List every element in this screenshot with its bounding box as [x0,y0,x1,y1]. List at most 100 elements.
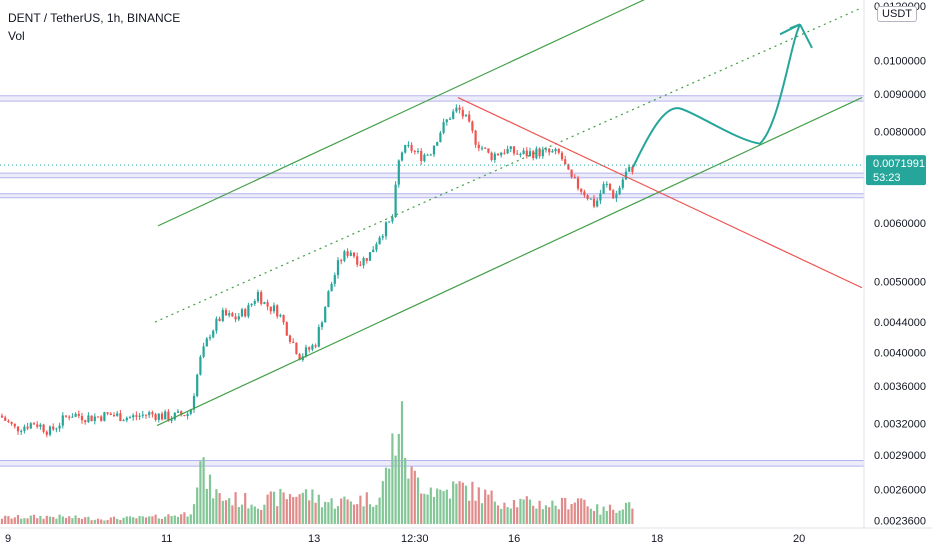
volume-bar [301,492,304,524]
price-axis[interactable]: 0.01200000.01000000.00900000.00800000.00… [874,1,926,528]
volume-bar [180,514,183,524]
volume-bar [282,492,285,524]
candle-body [164,411,167,420]
volume-bar [407,478,410,524]
candle-body [87,415,90,423]
volume-bar [608,504,612,524]
volume-bar [109,517,112,524]
symbol-title[interactable]: DENT / TetherUS, 1h, BINANCE [8,11,181,25]
price-tick-label: 0.0040000 [874,347,926,359]
volume-bar [103,520,106,524]
volume-bar [0,518,4,524]
candle-body [605,183,608,185]
volume-bar [564,497,567,524]
volume-bar [141,516,144,524]
volume-bar [314,502,317,524]
volume-bar [532,505,535,524]
volume-bar [39,515,42,524]
volume-bar [253,506,256,524]
candle-body [436,142,439,146]
candle-body [368,252,372,261]
candle-body [343,251,346,261]
volume-bar [624,502,628,524]
volume-bar [202,457,205,524]
volume-bar [525,496,528,524]
volume-bar [16,515,20,524]
candle-body [256,292,260,302]
volume-bar [132,517,135,524]
candle-body [272,305,276,312]
trend-drawings [0,0,864,427]
channel-upper-line [157,0,645,227]
volume-bar [7,516,10,524]
candle-body [528,151,532,157]
volume-bar [221,500,224,524]
currency-badge[interactable]: USDT [877,6,917,22]
volume-bar [458,481,461,524]
volume-bar [218,493,221,524]
candle-body [192,396,196,410]
volume-bar [551,500,554,524]
volume-bar [45,515,48,524]
candle-body [480,147,484,149]
volume-bar [503,502,506,524]
candle-body [564,159,567,165]
volume-bar [119,520,122,524]
volume-bar [154,514,157,524]
volume-bar [157,518,160,524]
candle-body [295,342,298,355]
candle-body [416,150,420,152]
volume-bar [308,500,311,524]
candle-body [36,424,39,427]
volume-bar [128,516,132,524]
volume-bar [583,499,586,524]
time-axis[interactable]: 9 11 13 12:30 16 18 20 [5,533,805,545]
volume-bar [138,516,141,524]
candle-body [74,413,77,417]
candle-body [471,121,474,131]
candle-body [93,416,96,422]
candle-body [381,236,384,238]
candle-body [464,114,468,117]
candle-body [80,415,84,421]
candle-body [551,151,554,153]
volume-bar [423,493,426,524]
volume-bars [0,401,634,524]
volume-bar [490,490,493,524]
volume-bar [391,433,394,524]
candle-body [512,146,516,154]
volume-bar [64,517,68,524]
candle-body [167,411,170,421]
volume-bar [215,489,218,524]
indicator-label[interactable]: Vol [8,29,25,43]
volume-bar [52,517,55,524]
price-tick-label: 0.0032000 [874,419,926,431]
candle-body [100,416,103,421]
volume-bar [36,518,39,524]
price-tick-label: 0.0036000 [874,381,926,393]
volume-bar [276,506,279,524]
projection-tail [799,23,813,49]
volume-bar [535,508,538,524]
candle-body [576,178,580,189]
candle-body [29,423,32,429]
resistance-zones [0,95,864,467]
candle-body [202,346,205,357]
candle-body [365,258,368,261]
volume-bar [55,518,58,524]
candle-body [240,309,244,317]
volume-bar [330,498,333,524]
volume-bar [346,499,349,524]
candle-body [247,305,250,317]
volume-bar [279,488,282,524]
volume-bar [381,481,384,524]
volume-bar [586,506,589,524]
candle-body [141,414,144,416]
price-tick-label: 0.0100000 [874,55,926,67]
volume-bar [452,481,455,524]
candle-body [221,310,224,322]
price-tick-label: 0.0044000 [874,317,926,329]
candle-body [308,347,311,350]
candle-body [378,237,381,245]
